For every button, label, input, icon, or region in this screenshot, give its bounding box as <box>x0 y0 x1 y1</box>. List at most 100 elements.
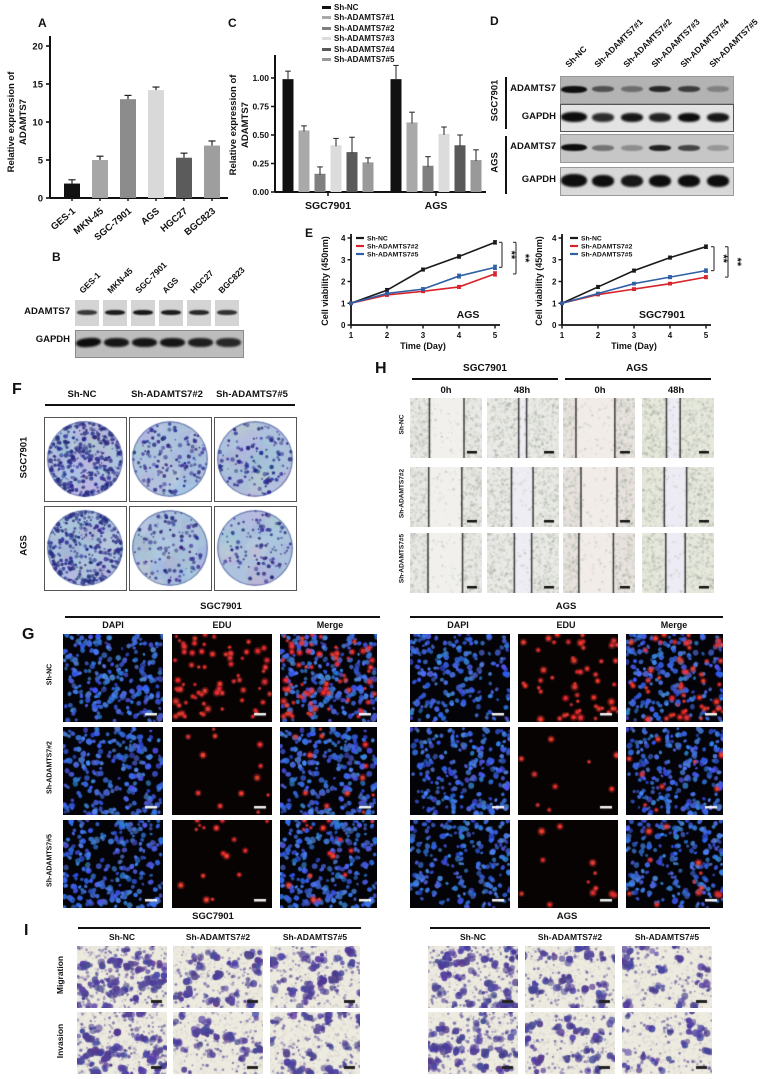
blot-strip <box>560 76 734 104</box>
svg-text:Sh-ADAMTS7#2: Sh-ADAMTS7#2 <box>581 244 633 251</box>
blot-band <box>706 144 729 151</box>
blot-row-label: ADAMTS7 <box>510 141 556 152</box>
header-underline <box>430 927 710 929</box>
legend-item: Sh-ADAMTS7#2 <box>322 23 394 34</box>
blot-band <box>188 338 213 347</box>
svg-text:4: 4 <box>668 331 673 340</box>
edu-channel-header: EDU <box>212 620 232 630</box>
blot-strip <box>560 104 734 132</box>
svg-text:1: 1 <box>552 299 557 308</box>
svg-text:4: 4 <box>341 234 346 243</box>
edu-image-SGC7901-Sh-ADAMTS7#5-EDU <box>172 820 272 908</box>
panel-label-c: C <box>228 16 237 30</box>
transwell-image-AGS-Invasion-Sh-NC <box>428 1012 518 1074</box>
wound-block-title: SGC7901 <box>463 363 507 374</box>
svg-text:4: 4 <box>457 331 462 340</box>
transwell-col-header: Sh-ADAMTS7#5 <box>282 932 348 942</box>
blot-band <box>561 85 588 93</box>
svg-text:0: 0 <box>38 194 43 205</box>
blot-lane-label: Sh-ADAMTS7#1 <box>592 16 645 70</box>
colony-image-SGC7901-Sh-ADAMTS7#5 <box>216 419 294 499</box>
blot-band <box>132 338 157 347</box>
blot-row-label: GAPDH <box>521 174 556 185</box>
legend-label: Sh-ADAMTS7#1 <box>334 13 395 23</box>
edu-image-AGS-Sh-NC-Merge <box>626 634 723 722</box>
colony-row-label: AGS <box>18 535 30 556</box>
blot-lane-label: Sh-NC <box>563 43 589 70</box>
blot-band <box>620 144 643 151</box>
blot-band <box>77 310 97 315</box>
legend-item: Sh-ADAMTS7#5 <box>322 55 394 66</box>
legend-item: Sh-ADAMTS7#4 <box>322 44 394 55</box>
wound-image-SGC7901-Sh-ADAMTS7#5-0h <box>410 533 482 593</box>
transwell-row-label: Invasion <box>55 1023 65 1059</box>
svg-text:ADAMTS7: ADAMTS7 <box>240 102 251 148</box>
header-underline <box>565 378 711 380</box>
transwell-image-AGS-Invasion-Sh-ADAMTS7#5 <box>622 1012 712 1074</box>
svg-text:SGC7901: SGC7901 <box>305 200 351 212</box>
blot-band <box>706 174 729 187</box>
colony-image-SGC7901-Sh-NC <box>46 419 124 499</box>
blot-group-label: AGS <box>489 152 501 173</box>
transwell-image-AGS-Invasion-Sh-ADAMTS7#2 <box>525 1012 615 1074</box>
wound-image-AGS-Sh-NC-0h <box>563 398 635 458</box>
panel-label-h: H <box>375 360 387 377</box>
wound-image-AGS-Sh-ADAMTS7#2-48h <box>642 467 714 527</box>
legend-marker <box>322 5 331 9</box>
blot-band <box>678 112 700 122</box>
transwell-image-AGS-Migration-Sh-NC <box>428 946 518 1008</box>
svg-text:3: 3 <box>421 331 426 340</box>
legend-label: Sh-ADAMTS7#3 <box>334 34 395 44</box>
colony-col-header: Sh-ADAMTS7#2 <box>131 389 203 400</box>
transwell-block-title: AGS <box>556 911 578 922</box>
blot-row-label: ADAMTS7 <box>24 306 70 317</box>
svg-text:0.50: 0.50 <box>252 130 269 140</box>
edu-channel-header: Merge <box>660 620 688 630</box>
blot-row-label: GAPDH <box>35 334 70 345</box>
blot-band <box>160 338 185 347</box>
edu-block-title: AGS <box>555 601 577 612</box>
svg-text:0.00: 0.00 <box>252 187 269 197</box>
header-underline <box>412 378 558 380</box>
edu-image-SGC7901-Sh-NC-DAPI <box>63 634 163 722</box>
edu-image-SGC7901-Sh-ADAMTS7#5-DAPI <box>63 820 163 908</box>
edu-image-SGC7901-Sh-NC-Merge <box>280 634 377 722</box>
legend-label: Sh-NC <box>334 2 359 12</box>
blot-band <box>649 86 672 92</box>
header-underline <box>78 927 361 929</box>
transwell-col-header: Sh-ADAMTS7#2 <box>537 932 603 942</box>
edu-row-label: Sh-NC <box>46 663 54 686</box>
blot-band <box>649 144 672 151</box>
wound-image-AGS-Sh-ADAMTS7#2-0h <box>563 467 635 527</box>
edu-image-AGS-Sh-ADAMTS7#5-DAPI <box>410 820 510 908</box>
svg-text:Sh-ADAMTS7#5: Sh-ADAMTS7#5 <box>581 252 633 259</box>
legend-marker <box>322 26 331 30</box>
blot-band <box>678 86 700 92</box>
blot-lane-label: BGC823 <box>216 264 247 296</box>
legend-marker <box>322 58 331 62</box>
blot-band <box>592 112 614 122</box>
colony-col-header: Sh-NC <box>67 389 97 400</box>
blot-band <box>592 174 614 187</box>
edu-image-AGS-Sh-ADAMTS7#5-EDU <box>518 820 618 908</box>
transwell-col-header: Sh-ADAMTS7#5 <box>634 932 700 942</box>
svg-text:0.75: 0.75 <box>252 102 269 112</box>
svg-text:3: 3 <box>341 256 346 265</box>
svg-text:Sh-ADAMTS7#2: Sh-ADAMTS7#2 <box>367 244 419 251</box>
transwell-image-AGS-Migration-Sh-ADAMTS7#2 <box>525 946 615 1008</box>
colony-image-AGS-Sh-NC <box>46 508 124 588</box>
legend-marker <box>322 16 331 20</box>
panel-label-i: I <box>24 922 29 939</box>
transwell-image-SGC7901-Migration-Sh-ADAMTS7#5 <box>270 946 360 1008</box>
edu-row-label: Sh-ADAMTS7#2 <box>46 741 54 794</box>
edu-image-SGC7901-Sh-NC-EDU <box>172 634 272 722</box>
transwell-image-SGC7901-Invasion-Sh-ADAMTS7#5 <box>270 1012 360 1074</box>
svg-text:Time (Day): Time (Day) <box>611 341 657 351</box>
blot-band <box>620 112 643 122</box>
wound-row-label: Sh-ADAMTS7#5 <box>398 533 406 584</box>
colony-col-header: Sh-ADAMTS7#5 <box>216 389 288 400</box>
blot-band <box>216 338 241 347</box>
